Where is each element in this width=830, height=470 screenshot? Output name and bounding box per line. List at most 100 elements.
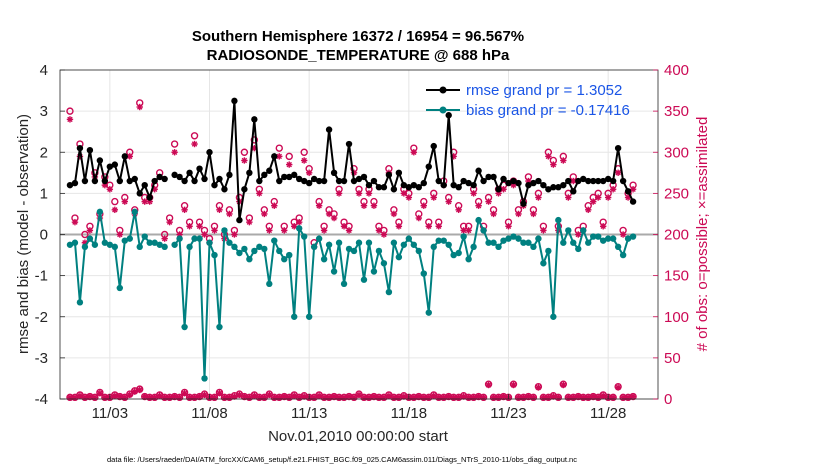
rmse-point	[191, 177, 198, 185]
bias-point	[505, 235, 512, 242]
obs-low-assimilated-point	[86, 393, 94, 400]
obs-low-assimilated-point	[216, 390, 223, 397]
rmse-point	[106, 163, 114, 170]
obs-possible-point	[170, 140, 179, 148]
bias-point	[450, 251, 457, 259]
obs-low-assimilated-point	[226, 394, 233, 401]
rmse-point	[590, 177, 597, 185]
obs-low-assimilated-point	[455, 394, 462, 401]
bias-point	[136, 243, 143, 251]
bias-point	[565, 227, 572, 234]
rmse-point	[415, 184, 422, 191]
obs-low-assimilated-point	[555, 394, 562, 401]
obs-low-assimilated-point	[570, 394, 577, 401]
bias-point	[116, 284, 124, 292]
rmse-point	[206, 149, 213, 156]
y-tick-label: 4	[40, 62, 48, 79]
bias-point	[350, 247, 358, 255]
rmse-point	[405, 184, 413, 191]
rmse-point	[171, 171, 178, 179]
obs-assimilated-point	[515, 210, 522, 218]
obs-assimilated-point	[320, 227, 328, 234]
rmse-point	[545, 186, 552, 193]
rmse-point	[420, 179, 427, 187]
obs-assimilated-point	[540, 227, 547, 234]
bias-point	[595, 233, 602, 240]
obs-possible-point	[111, 197, 119, 206]
bias-point	[186, 243, 193, 251]
rmse-point	[535, 177, 542, 185]
rmse-point	[76, 144, 84, 152]
bias-point	[550, 313, 557, 320]
obs-assimilated-point	[604, 194, 612, 201]
bias-point	[340, 280, 348, 288]
bias-point	[385, 288, 393, 296]
bias-point	[241, 245, 248, 253]
obs-low-assimilated-point	[236, 391, 243, 399]
obs-low-assimilated-point	[430, 392, 437, 399]
obs-assimilated-point	[226, 210, 233, 218]
obs-assimilated-point	[86, 227, 94, 234]
obs-assimilated-point	[196, 223, 203, 230]
bias-point	[430, 243, 437, 251]
obs-low-assimilated-point	[614, 384, 622, 391]
obs-assimilated-point	[410, 149, 418, 156]
obs-low-assimilated-point	[340, 394, 348, 401]
bias-point	[525, 239, 532, 246]
y-right-tick-label: 400	[664, 62, 689, 79]
rmse-point	[345, 140, 353, 148]
rmse-point	[231, 97, 238, 105]
obs-low-assimilated-point	[609, 394, 617, 401]
rmse-point	[186, 169, 193, 177]
obs-assimilated-point	[599, 223, 607, 230]
bias-point	[206, 239, 213, 246]
bias-point	[440, 237, 447, 244]
bias-point	[81, 243, 89, 251]
bias-point	[101, 239, 109, 246]
rmse-point	[196, 165, 203, 172]
bias-point	[335, 239, 343, 246]
bias-point	[560, 239, 567, 246]
rmse-point	[350, 177, 358, 185]
obs-assimilated-point	[400, 190, 408, 197]
obs-low-assimilated-point	[385, 392, 393, 399]
x-tick-label: 11/13	[291, 405, 327, 422]
bias-point	[585, 239, 592, 246]
bias-point	[375, 247, 383, 255]
rmse-point	[296, 175, 303, 183]
obs-low-assimilated-point	[560, 381, 567, 389]
legend: rmse grand pr = 1.3052 bias grand pr = -…	[426, 82, 630, 119]
obs-assimilated-point	[490, 210, 497, 218]
obs-assimilated-point	[266, 227, 273, 234]
rmse-point	[550, 184, 557, 191]
rmse-point	[281, 173, 288, 181]
bias-point	[390, 239, 398, 246]
obs-assimilated-point	[241, 157, 248, 164]
obs-assimilated-point	[619, 231, 627, 238]
obs-assimilated-point	[505, 223, 512, 230]
rmse-point	[176, 173, 183, 181]
bias-point	[310, 243, 318, 251]
rmse-point	[460, 177, 467, 185]
obs-low-assimilated-point	[365, 394, 373, 401]
obs-low-assimilated-point	[266, 391, 273, 399]
obs-low-assimilated-point	[575, 393, 582, 400]
bias-point	[420, 270, 427, 277]
rmse-point	[236, 216, 243, 224]
obs-assimilated-point	[106, 186, 114, 193]
obs-assimilated-point	[609, 186, 617, 193]
obs-low-assimilated-point	[181, 390, 188, 397]
obs-assimilated-point	[66, 116, 74, 123]
rmse-point	[510, 177, 517, 185]
rmse-point	[241, 186, 248, 193]
obs-assimilated-point	[470, 190, 477, 197]
obs-assimilated-point	[71, 218, 79, 226]
y-axis-label: rmse and bias (model - observation)	[15, 114, 32, 354]
obs-assimilated-point	[171, 149, 178, 156]
rmse-point	[256, 177, 263, 185]
rmse-point	[380, 184, 388, 191]
rmse-point	[570, 188, 577, 195]
rmse-point	[300, 177, 308, 185]
rmse-point	[246, 169, 253, 177]
bias-point	[320, 255, 328, 263]
